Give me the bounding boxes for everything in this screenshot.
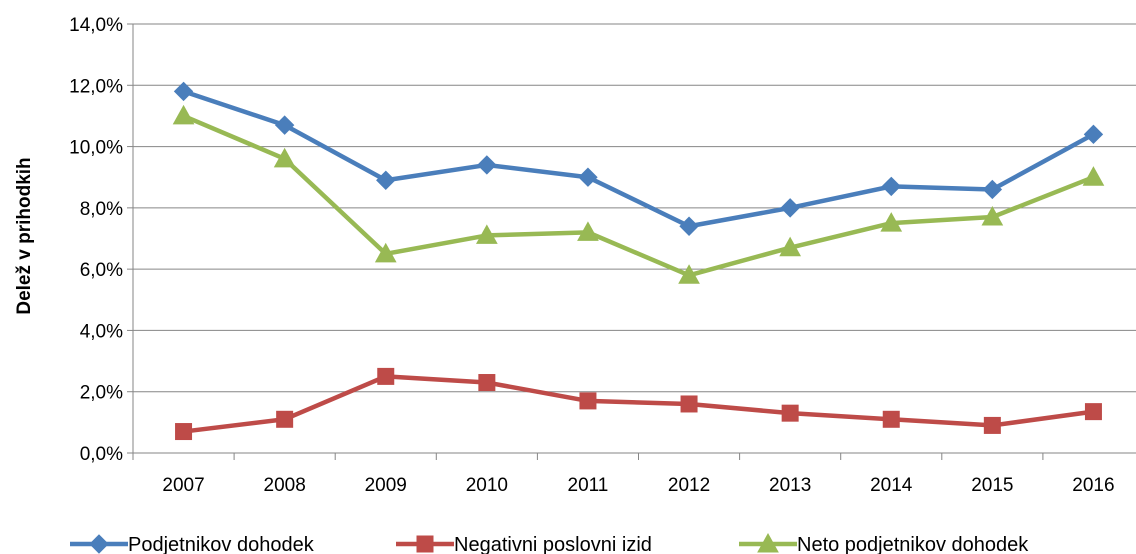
triangle-marker (981, 206, 1004, 226)
series-2 (175, 367, 1102, 441)
legend: Podjetnikov dohodek Negativni poslovni iz… (70, 532, 1029, 554)
square-marker (478, 374, 496, 392)
diamond-marker (173, 81, 194, 102)
legend-item: Podjetnikov dohodek (70, 534, 315, 554)
square-marker (579, 392, 597, 410)
x-tick-label: 2008 (264, 475, 306, 496)
series-line (181, 113, 1096, 278)
diamond-marker (780, 198, 800, 218)
triangle-marker (273, 147, 296, 168)
diamond-marker (477, 155, 497, 175)
square-marker (416, 535, 434, 553)
y-tick-label: 14,0% (69, 15, 123, 36)
triangle-marker (757, 532, 779, 553)
diamond-marker (578, 167, 598, 187)
grid-layer (133, 23, 1136, 393)
diamond-marker (274, 115, 295, 135)
y-axis-title: Delež v prihodkih (14, 157, 35, 314)
triangle-marker (880, 212, 903, 232)
square-marker (680, 395, 698, 413)
y-tick-label: 12,0% (69, 76, 123, 97)
diamond-marker (881, 176, 901, 197)
y-tick-label: 10,0% (69, 138, 123, 159)
square-marker (377, 367, 395, 385)
legend-item: Neto podjetnikov dohodek (739, 532, 1029, 554)
diamond-marker (1083, 124, 1104, 145)
y-tick-label: 6,0% (80, 260, 123, 281)
diamond-marker (89, 534, 109, 554)
triangle-marker (577, 221, 599, 241)
x-tick-label: 2009 (365, 475, 407, 496)
x-tick-label: 2012 (668, 475, 710, 496)
series-line (181, 374, 1096, 434)
legend-item: Negativni poslovni izid (396, 534, 652, 554)
diamond-marker (982, 179, 1003, 200)
triangle-marker (374, 242, 397, 263)
square-marker (882, 410, 900, 428)
triangle-marker (1082, 166, 1105, 186)
triangle-marker (678, 264, 700, 284)
square-marker (276, 410, 294, 428)
y-tick-label: 4,0% (80, 321, 123, 342)
series-line (181, 89, 1096, 229)
y-tick-label: 0,0% (80, 444, 123, 465)
triangle-marker (476, 224, 498, 244)
y-tick-label: 8,0% (80, 199, 123, 220)
triangle-marker (779, 236, 801, 257)
x-tick-label: 2014 (870, 475, 913, 496)
diamond-marker (679, 216, 699, 236)
x-tick-label: 2015 (971, 475, 1013, 496)
axis-layer: 0,0% 2,0% 4,0% 6,0% 8,0% 10,0% 12,0% 14,0% 2007 2… (69, 15, 1136, 496)
x-tick-label: 2007 (162, 475, 204, 496)
series-3 (172, 104, 1105, 284)
square-marker (175, 423, 193, 441)
square-marker (983, 416, 1001, 434)
x-tick-label: 2016 (1072, 475, 1114, 496)
legend-label: Neto podjetnikov dohodek (797, 534, 1029, 554)
square-marker (781, 404, 799, 422)
diamond-marker (376, 170, 396, 190)
y-tick-label: 2,0% (80, 383, 123, 404)
legend-label: Negativni poslovni izid (454, 534, 652, 554)
series-layer (172, 81, 1105, 441)
square-marker (1084, 403, 1102, 421)
series-1 (173, 81, 1104, 236)
x-tick-label: 2013 (769, 475, 811, 496)
triangle-marker (172, 104, 195, 125)
legend-label: Podjetnikov dohodek (128, 534, 315, 554)
x-tick-label: 2011 (568, 475, 609, 496)
x-tick-label: 2010 (466, 475, 508, 496)
